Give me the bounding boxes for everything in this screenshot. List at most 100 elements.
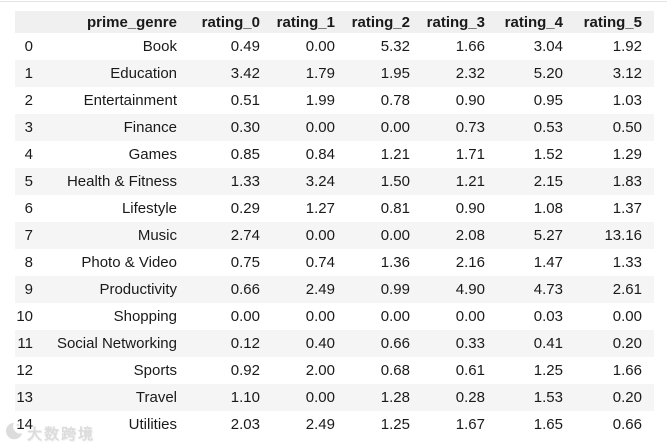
rating-value-cell: 0.66 [230,281,260,298]
rating-value-cell: 0.00 [380,308,410,325]
rating-value-cell: 0.00 [455,308,485,325]
row-index-cell: 0 [24,38,33,55]
rating-value-cell: 0.00 [305,38,335,55]
table-row: 4 Games 0.85 0.84 1.21 1.71 1.52 1.29 [15,141,654,168]
table-row: 0 Book 0.49 0.00 5.32 1.66 3.04 1.92 [15,33,654,60]
rating-value-cell: 0.41 [533,335,563,352]
rating-value-cell: 0.29 [230,200,260,217]
rating-value-cell: 0.49 [230,38,260,55]
rating-value-cell: 1.71 [455,146,485,163]
rating-value-cell: 0.50 [612,119,642,136]
table-header-row: prime_genre rating_0 rating_1 rating_2 ratin… [15,11,654,33]
rating-value-cell: 1.95 [380,65,410,82]
rating-value-cell: 4.73 [533,281,563,298]
rating-value-cell: 1.28 [380,389,410,406]
row-index-cell: 4 [24,146,33,163]
genre-cell: Finance [123,119,177,136]
rating-value-cell: 1.37 [612,200,642,217]
rating-value-cell: 1.83 [612,173,642,190]
table-row: 9 Productivity 0.66 2.49 0.99 4.90 4.73 2.61 [15,276,654,303]
column-header-rating_5: rating_5 [575,11,654,33]
row-index-cell: 11 [17,335,33,352]
rating-value-cell: 1.50 [380,173,410,190]
rating-value-cell: 5.32 [380,38,410,55]
rating-value-cell: 0.00 [305,308,335,325]
rating-value-cell: 0.75 [230,254,260,271]
rating-value-cell: 5.27 [533,227,563,244]
rating-value-cell: 1.25 [380,416,410,433]
rating-value-cell: 5.20 [533,65,563,82]
rating-value-cell: 0.00 [380,119,410,136]
rating-value-cell: 0.40 [305,335,335,352]
rating-value-cell: 3.24 [305,173,335,190]
crescent-logo-icon [2,420,24,447]
genre-cell: Games [128,146,177,163]
rating-value-cell: 0.51 [230,92,260,109]
rating-value-cell: 4.90 [455,281,485,298]
rating-value-cell: 1.21 [380,146,410,163]
genre-cell: Book [142,38,177,55]
rating-value-cell: 2.32 [455,65,485,82]
genre-cell: Shopping [113,308,177,325]
rating-value-cell: 0.90 [455,200,485,217]
rating-value-cell: 1.33 [612,254,642,271]
rating-value-cell: 0.20 [612,335,642,352]
column-header-rating_1: rating_1 [272,11,347,33]
rating-value-cell: 0.95 [533,92,563,109]
rating-value-cell: 1.10 [230,389,260,406]
table-row: 13 Travel 1.10 0.00 1.28 0.28 1.53 0.20 [15,384,654,411]
genre-cell: Sports [133,362,177,379]
genre-cell: Lifestyle [121,200,177,217]
rating-value-cell: 0.61 [455,362,485,379]
column-header-rating_4: rating_4 [497,11,575,33]
rating-value-cell: 0.12 [230,335,260,352]
genre-cell: Social Networking [56,335,177,352]
rating-value-cell: 2.16 [455,254,485,271]
rating-value-cell: 0.90 [455,92,485,109]
table-row: 5 Health & Fitness 1.33 3.24 1.50 1.21 2.15 1.8… [15,168,654,195]
top-divider-line [0,1,667,2]
column-header-rating_2: rating_2 [347,11,422,33]
rating-value-cell: 0.53 [533,119,563,136]
genre-cell: Productivity [99,281,177,298]
row-index-cell: 5 [24,173,33,190]
rating-value-cell: 13.16 [604,227,642,244]
rating-value-cell: 0.00 [305,389,335,406]
table-row: 1 Education 3.42 1.79 1.95 2.32 5.20 3.12 [15,60,654,87]
table-row: 8 Photo & Video 0.75 0.74 1.36 2.16 1.47 1.33 [15,249,654,276]
rating-value-cell: 1.21 [455,173,485,190]
table-row: 12 Sports 0.92 2.00 0.68 0.61 1.25 1.66 [15,357,654,384]
rating-value-cell: 1.03 [612,92,642,109]
table-row: 6 Lifestyle 0.29 1.27 0.81 0.90 1.08 1.37 [15,195,654,222]
table-row: 14 Utilities 2.03 2.49 1.25 1.67 1.65 0.66 [15,411,654,438]
rating-value-cell: 0.28 [455,389,485,406]
rating-value-cell: 1.27 [305,200,335,217]
row-index-cell: 10 [16,308,33,325]
rating-value-cell: 0.73 [455,119,485,136]
rating-value-cell: 1.52 [533,146,563,163]
row-index-cell: 3 [24,119,33,136]
row-index-cell: 12 [16,362,33,379]
watermark: 大数跨境 [2,420,95,447]
rating-value-cell: 0.00 [305,227,335,244]
row-index-cell: 7 [24,227,33,244]
rating-value-cell: 2.15 [533,173,563,190]
rating-value-cell: 0.74 [305,254,335,271]
rating-value-cell: 1.65 [533,416,563,433]
rating-value-cell: 2.49 [305,281,335,298]
genre-cell: Travel [135,389,177,406]
genre-cell: Music [137,227,177,244]
genre-cell: Entertainment [83,92,177,109]
table-row: 11 Social Networking 0.12 0.40 0.66 0.33 0.41 0… [15,330,654,357]
rating-value-cell: 1.67 [455,416,485,433]
dataframe-table: prime_genre rating_0 rating_1 rating_2 ratin… [15,11,654,438]
table-row: 3 Finance 0.30 0.00 0.00 0.73 0.53 0.50 [15,114,654,141]
rating-value-cell: 1.53 [533,389,563,406]
rating-value-cell: 0.68 [380,362,410,379]
genre-cell: Education [110,65,177,82]
rating-value-cell: 1.25 [533,362,563,379]
row-index-cell: 2 [24,92,33,109]
rating-value-cell: 2.08 [455,227,485,244]
rating-value-cell: 0.81 [380,200,410,217]
rating-value-cell: 2.49 [305,416,335,433]
